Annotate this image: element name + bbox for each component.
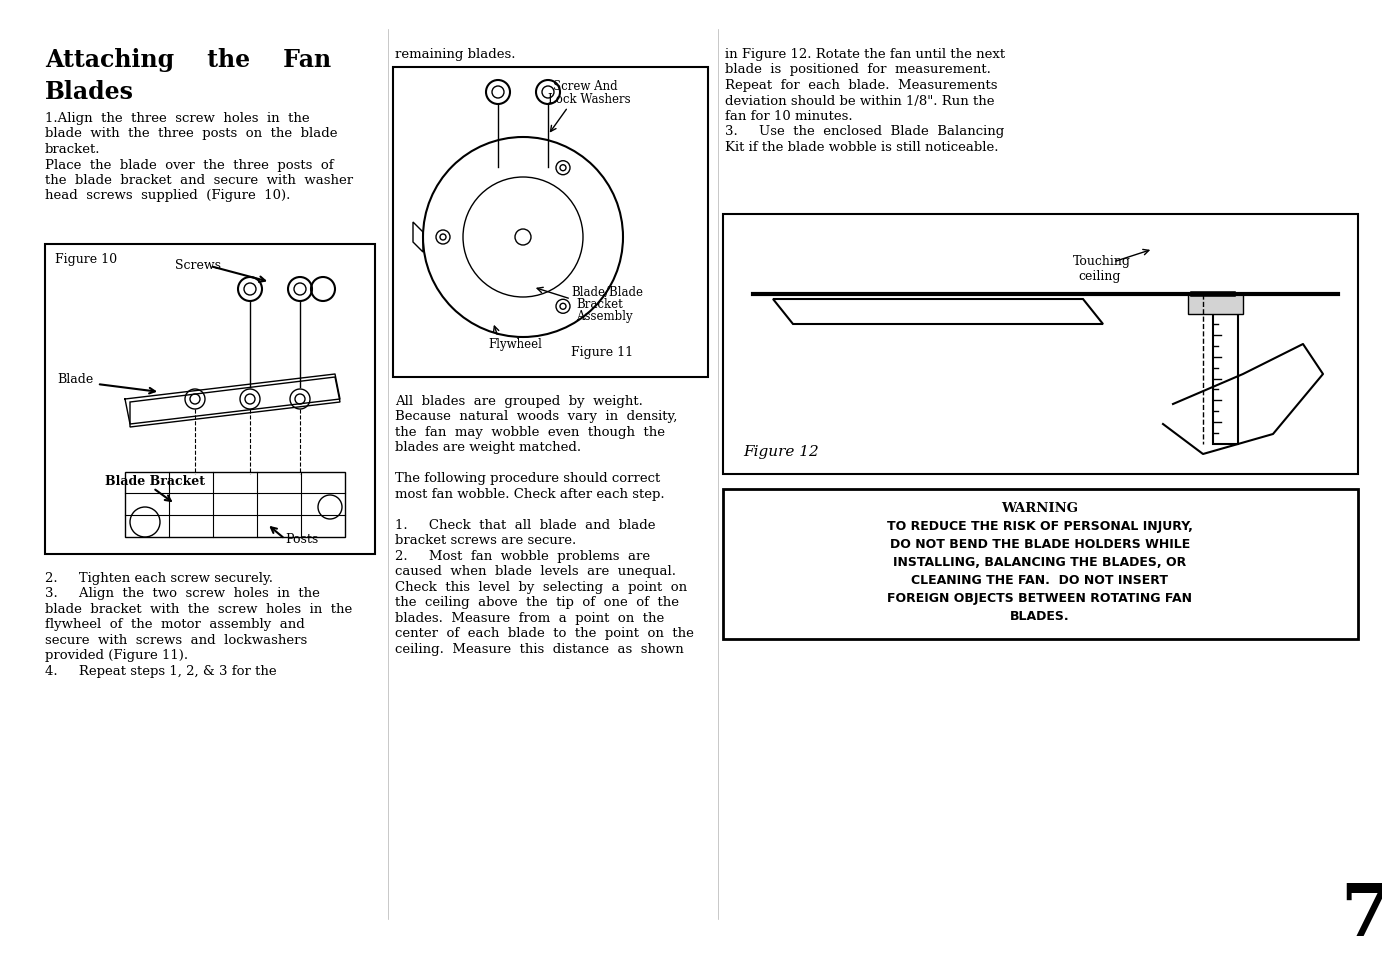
Text: Assembly: Assembly [576,310,633,323]
Text: Check  this  level  by  selecting  a  point  on: Check this level by selecting a point on [395,580,687,594]
Text: 4.     Repeat steps 1, 2, & 3 for the: 4. Repeat steps 1, 2, & 3 for the [46,664,276,678]
Text: caused  when  blade  levels  are  unequal.: caused when blade levels are unequal. [395,565,676,578]
Text: blade  with  the  three  posts  on  the  blade: blade with the three posts on the blade [46,128,337,140]
Text: Kit if the blade wobble is still noticeable.: Kit if the blade wobble is still noticea… [726,141,999,153]
Text: Touching: Touching [1072,254,1130,268]
Text: 1.Align  the  three  screw  holes  in  the: 1.Align the three screw holes in the [46,112,310,125]
Text: Lock Washers: Lock Washers [549,92,630,106]
Text: flywheel  of  the  motor  assembly  and: flywheel of the motor assembly and [46,618,305,631]
Text: WARNING: WARNING [1002,501,1078,515]
Text: Blade/Blade: Blade/Blade [571,286,643,298]
Text: 3.     Use  the  enclosed  Blade  Balancing: 3. Use the enclosed Blade Balancing [726,126,1005,138]
Text: remaining blades.: remaining blades. [395,48,515,61]
Text: Screw And: Screw And [553,80,618,92]
Text: Repeat  for  each  blade.  Measurements: Repeat for each blade. Measurements [726,79,998,91]
Text: Attaching    the    Fan: Attaching the Fan [46,48,332,71]
Text: 3.     Align  the  two  screw  holes  in  the: 3. Align the two screw holes in the [46,587,319,599]
Text: Screws: Screws [176,258,221,272]
Text: the  blade  bracket  and  secure  with  washer: the blade bracket and secure with washer [46,173,354,187]
Text: secure  with  screws  and  lockwashers: secure with screws and lockwashers [46,634,307,646]
Text: most fan wobble. Check after each step.: most fan wobble. Check after each step. [395,488,665,500]
Text: blade  is  positioned  for  measurement.: blade is positioned for measurement. [726,64,991,76]
Bar [723,214,1359,475]
Text: Bracket: Bracket [576,297,623,311]
Text: 7: 7 [1341,879,1382,950]
Text: All  blades  are  grouped  by  weight.: All blades are grouped by weight. [395,395,643,408]
Text: Posts: Posts [285,533,318,545]
Text: center  of  each  blade  to  the  point  on  the: center of each blade to the point on the [395,627,694,639]
Text: ceiling: ceiling [1078,270,1121,283]
Text: the  fan  may  wobble  even  though  the: the fan may wobble even though the [395,426,665,438]
Text: head  screws  supplied  (Figure  10).: head screws supplied (Figure 10). [46,190,290,202]
Text: Figure 12: Figure 12 [744,444,818,458]
Text: Blade: Blade [57,373,93,386]
Text: ceiling.  Measure  this  distance  as  shown: ceiling. Measure this distance as shown [395,642,684,656]
Text: blade  bracket  with  the  screw  holes  in  the: blade bracket with the screw holes in th… [46,602,352,616]
Text: the  ceiling  above  the  tip  of  one  of  the: the ceiling above the tip of one of the [395,596,679,609]
Text: Because  natural  woods  vary  in  density,: Because natural woods vary in density, [395,410,677,423]
Text: Blade Bracket: Blade Bracket [105,475,205,488]
Text: in Figure 12. Rotate the fan until the next: in Figure 12. Rotate the fan until the n… [726,48,1005,61]
Text: 2.     Most  fan  wobble  problems  are: 2. Most fan wobble problems are [395,550,650,562]
Text: Figure 10: Figure 10 [55,253,117,266]
Text: blades are weight matched.: blades are weight matched. [395,441,580,454]
Text: bracket.: bracket. [46,143,101,156]
Text: provided (Figure 11).: provided (Figure 11). [46,649,188,661]
Text: blades.  Measure  from  a  point  on  the: blades. Measure from a point on the [395,612,665,624]
Text: fan for 10 minutes.: fan for 10 minutes. [726,110,853,123]
Text: 2.     Tighten each screw securely.: 2. Tighten each screw securely. [46,572,274,584]
Bar [392,68,708,377]
Text: deviation should be within 1/8". Run the: deviation should be within 1/8". Run the [726,94,995,108]
Text: Figure 11: Figure 11 [571,346,633,358]
Text: Blades: Blades [46,80,134,104]
Bar [1189,294,1242,314]
Text: TO REDUCE THE RISK OF PERSONAL INJURY,
DO NOT BEND THE BLADE HOLDERS WHILE
INSTA: TO REDUCE THE RISK OF PERSONAL INJURY, D… [887,519,1193,622]
Text: Place  the  blade  over  the  three  posts  of: Place the blade over the three posts of [46,158,333,172]
Text: bracket screws are secure.: bracket screws are secure. [395,534,576,547]
Text: Flywheel: Flywheel [488,337,542,351]
Bar [1213,314,1238,444]
Text: 1.     Check  that  all  blade  and  blade: 1. Check that all blade and blade [395,518,655,532]
Bar [723,490,1359,639]
Bar [46,245,375,555]
Bar [124,473,346,537]
Text: The following procedure should correct: The following procedure should correct [395,472,661,485]
